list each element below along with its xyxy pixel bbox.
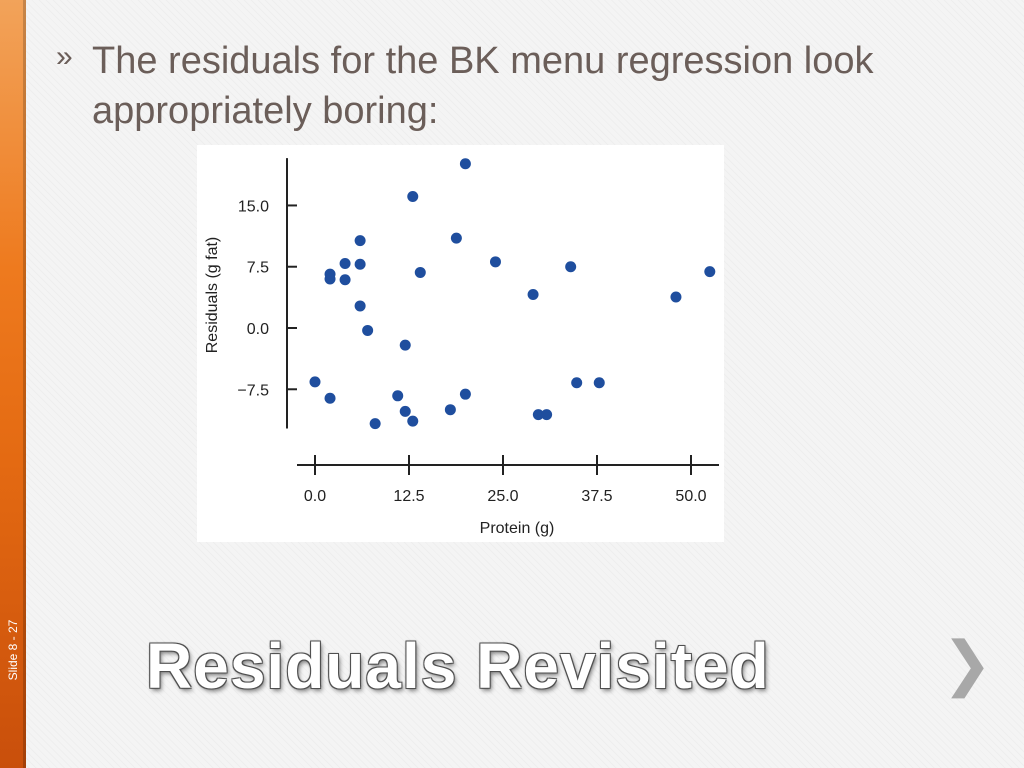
data-point <box>407 190 419 202</box>
bullet-text: The residuals for the BK menu regression… <box>92 40 874 132</box>
x-tick-label: 12.5 <box>393 488 424 505</box>
residual-scatter-chart: 15.0 7.5 0.0 −7.5 Residuals (g fat) 0.0 12.5 25… <box>197 145 724 542</box>
data-point <box>324 392 336 404</box>
data-point <box>532 409 544 421</box>
x-tick-label: 50.0 <box>675 488 706 505</box>
data-point <box>444 404 456 416</box>
data-point <box>339 274 351 286</box>
bullet-marker: » <box>56 40 73 73</box>
data-point <box>354 235 366 247</box>
data-point <box>399 405 411 417</box>
data-point <box>339 257 351 269</box>
data-point <box>407 415 419 427</box>
data-point <box>704 266 716 278</box>
x-tick-label: 25.0 <box>487 488 518 505</box>
data-point <box>354 300 366 312</box>
y-tick-label: −7.5 <box>237 382 269 399</box>
data-point <box>670 291 682 303</box>
data-point <box>362 324 374 336</box>
y-tick-label: 7.5 <box>247 260 269 277</box>
data-point <box>369 418 381 430</box>
data-point <box>541 409 553 421</box>
y-axis-label: Residuals (g fat) <box>204 237 221 354</box>
bullet-point: » The residuals for the BK menu regressi… <box>56 36 976 136</box>
y-tick-label: 0.0 <box>247 321 269 338</box>
next-slide-button[interactable]: ❯ <box>942 632 992 696</box>
data-point <box>324 273 336 285</box>
data-point <box>593 377 605 389</box>
data-point <box>414 266 426 278</box>
chevron-right-icon: ❯ <box>942 630 993 697</box>
data-point <box>459 388 471 400</box>
data-point <box>565 261 577 273</box>
data-point <box>392 390 404 402</box>
x-tick-label: 37.5 <box>581 488 612 505</box>
data-point <box>450 232 462 244</box>
data-point <box>459 158 471 170</box>
x-axis-label: Protein (g) <box>480 520 555 537</box>
data-point <box>399 339 411 351</box>
y-tick-label: 15.0 <box>238 198 269 215</box>
x-tick-label: 0.0 <box>304 488 326 505</box>
data-point <box>527 289 539 301</box>
side-accent-bar: Slide 8 - 27 <box>0 0 26 768</box>
data-point <box>309 376 321 388</box>
slide-title: Residuals Revisited <box>146 630 770 702</box>
data-point <box>571 377 583 389</box>
slide-number: Slide 8 - 27 <box>6 619 20 681</box>
data-point <box>489 256 501 268</box>
data-point <box>354 258 366 270</box>
chart-canvas: 15.0 7.5 0.0 −7.5 Residuals (g fat) 0.0 12.5 25… <box>204 158 719 537</box>
